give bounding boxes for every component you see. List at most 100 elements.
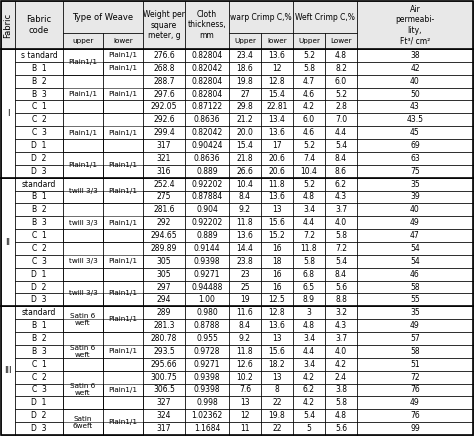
Bar xyxy=(293,62,325,75)
Bar xyxy=(103,113,143,152)
Bar xyxy=(229,281,261,293)
Text: 0.82804: 0.82804 xyxy=(191,89,223,99)
Text: 0.9271: 0.9271 xyxy=(194,270,220,279)
Text: 0.92202: 0.92202 xyxy=(191,218,223,227)
Bar xyxy=(185,49,229,62)
Text: 27: 27 xyxy=(240,89,250,99)
Bar xyxy=(261,371,293,384)
Bar xyxy=(229,268,261,281)
Text: Upper: Upper xyxy=(234,38,256,44)
Bar xyxy=(63,229,103,242)
Text: 13: 13 xyxy=(240,399,250,407)
Text: 11.8: 11.8 xyxy=(237,218,253,227)
Bar xyxy=(357,165,473,177)
Text: 6.8: 6.8 xyxy=(303,270,315,279)
Bar xyxy=(357,293,473,307)
Text: 0.87122: 0.87122 xyxy=(191,102,223,112)
Bar xyxy=(143,345,185,358)
Text: 5.6: 5.6 xyxy=(335,283,347,292)
Bar xyxy=(15,177,63,191)
Bar xyxy=(261,165,293,177)
Bar xyxy=(229,152,261,165)
Bar xyxy=(229,371,261,384)
Bar xyxy=(357,152,473,165)
Bar xyxy=(229,422,261,435)
Text: 3: 3 xyxy=(307,308,311,317)
Bar xyxy=(357,1,473,49)
Bar xyxy=(15,409,63,422)
Bar xyxy=(325,165,357,177)
Bar xyxy=(185,268,229,281)
Bar xyxy=(103,191,143,204)
Text: 6.0: 6.0 xyxy=(303,115,315,124)
Text: 23.4: 23.4 xyxy=(237,51,254,60)
Bar xyxy=(229,229,261,242)
Bar xyxy=(357,409,473,422)
Bar xyxy=(185,126,229,139)
Bar xyxy=(103,371,143,409)
Bar xyxy=(103,62,143,75)
Bar xyxy=(325,33,357,49)
Bar xyxy=(185,100,229,113)
Text: 23: 23 xyxy=(240,270,250,279)
Text: 43: 43 xyxy=(410,102,420,112)
Bar xyxy=(357,396,473,409)
Text: D  3: D 3 xyxy=(31,424,47,433)
Text: 13: 13 xyxy=(272,373,282,382)
Bar xyxy=(261,165,293,177)
Bar xyxy=(103,307,143,332)
Bar xyxy=(185,165,229,177)
Bar xyxy=(63,255,103,268)
Bar xyxy=(143,409,185,422)
Bar xyxy=(325,88,357,100)
Bar xyxy=(15,268,63,281)
Bar xyxy=(229,281,261,293)
Bar xyxy=(143,268,185,281)
Bar xyxy=(143,307,185,319)
Bar xyxy=(261,100,293,113)
Bar xyxy=(15,358,63,371)
Bar xyxy=(325,371,357,384)
Bar xyxy=(261,49,293,62)
Bar xyxy=(103,242,143,281)
Bar xyxy=(325,75,357,88)
Bar xyxy=(185,319,229,332)
Text: 15.4: 15.4 xyxy=(237,141,254,150)
Text: 12.5: 12.5 xyxy=(269,296,285,304)
Bar xyxy=(293,191,325,204)
Bar xyxy=(293,204,325,216)
Bar xyxy=(229,409,261,422)
Text: 8.6: 8.6 xyxy=(335,167,347,176)
Bar xyxy=(325,255,357,268)
Text: 1.00: 1.00 xyxy=(199,296,216,304)
Bar xyxy=(15,281,63,293)
Bar xyxy=(229,49,261,62)
Bar xyxy=(293,396,325,409)
Text: B  1: B 1 xyxy=(32,64,46,73)
Text: 57: 57 xyxy=(410,334,420,343)
Text: 0.90424: 0.90424 xyxy=(191,141,223,150)
Text: 35: 35 xyxy=(410,180,420,189)
Bar xyxy=(185,396,229,409)
Bar xyxy=(261,281,293,293)
Text: 4.0: 4.0 xyxy=(335,218,347,227)
Bar xyxy=(229,113,261,126)
Bar xyxy=(103,345,143,358)
Bar xyxy=(15,242,63,255)
Bar xyxy=(103,204,143,242)
Text: 12.6: 12.6 xyxy=(237,360,254,369)
Text: 72: 72 xyxy=(410,373,420,382)
Bar xyxy=(325,268,357,281)
Bar xyxy=(325,293,357,307)
Bar xyxy=(229,396,261,409)
Bar xyxy=(325,139,357,152)
Bar xyxy=(103,177,143,204)
Bar xyxy=(293,332,325,345)
Text: 306.5: 306.5 xyxy=(153,385,175,395)
Bar xyxy=(63,358,103,371)
Bar xyxy=(229,242,261,255)
Text: 22: 22 xyxy=(272,399,282,407)
Text: Plain1/1: Plain1/1 xyxy=(109,129,137,136)
Text: Cloth
thickness,
mm: Cloth thickness, mm xyxy=(188,10,227,40)
Bar xyxy=(143,229,185,242)
